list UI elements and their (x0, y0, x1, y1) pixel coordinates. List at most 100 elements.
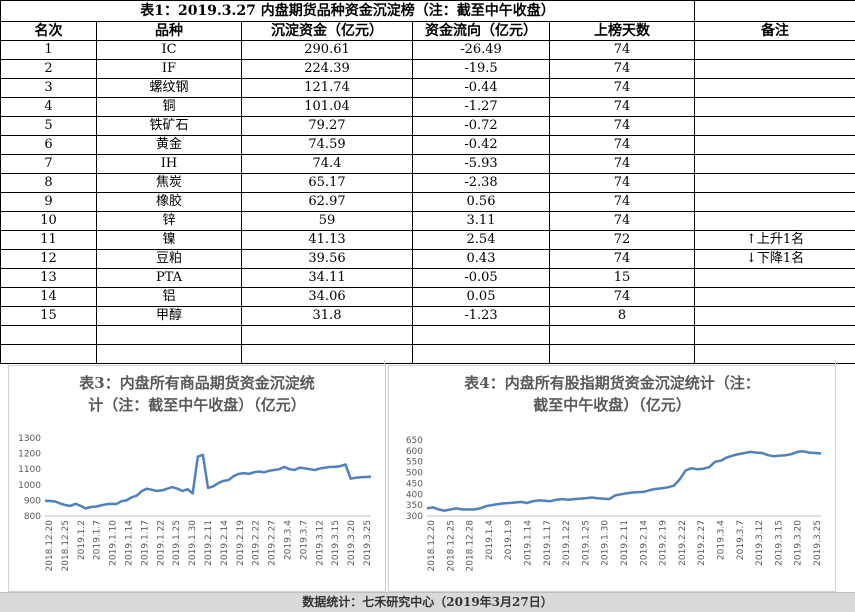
empty-cell (695, 326, 855, 345)
days-cell: 74 (550, 288, 695, 307)
variety-cell: IF (97, 60, 242, 79)
x-tick-label: 2019.3.20 (794, 520, 804, 566)
empty-cell (1, 345, 97, 364)
x-tick-label: 2019.2.22 (678, 520, 688, 566)
x-tick-label: 2019.2.27 (697, 520, 707, 566)
flow-cell: -26.49 (413, 41, 550, 60)
amount-cell: 290.61 (242, 41, 413, 60)
rank-cell: 15 (1, 307, 97, 326)
header-flow: 资金流向（亿元） (413, 22, 550, 41)
x-tick-label: 2019.2.19 (236, 520, 246, 566)
y-tick-label: 600 (406, 447, 423, 457)
days-cell: 74 (550, 174, 695, 193)
x-tick-label: 2019.3.7 (299, 520, 309, 560)
x-tick-label: 2019.2.27 (268, 520, 278, 566)
variety-cell: 黄金 (97, 136, 242, 155)
rank-cell: 14 (1, 288, 97, 307)
amount-cell: 101.04 (242, 98, 413, 117)
variety-cell: 铁矿石 (97, 117, 242, 136)
rank-cell: 2 (1, 60, 97, 79)
x-tick-label: 2018.12.20 (427, 520, 437, 572)
flow-cell: -1.27 (413, 98, 550, 117)
days-cell: 74 (550, 193, 695, 212)
note-cell (695, 117, 855, 136)
rank-cell: 6 (1, 136, 97, 155)
flow-cell: -5.93 (413, 155, 550, 174)
x-tick-label: 2019.1.25 (172, 520, 182, 566)
amount-cell: 74.4 (242, 155, 413, 174)
variety-cell: IH (97, 155, 242, 174)
x-tick-label: 2019.2.14 (220, 520, 230, 566)
ranking-table: 表1：2019.3.27 内盘期货品种资金沉淀榜（注：截至中午收盘） 名次 品种… (0, 0, 855, 364)
series-line (45, 455, 371, 509)
y-tick-label: 500 (406, 469, 423, 479)
days-cell: 74 (550, 98, 695, 117)
days-cell: 74 (550, 60, 695, 79)
note-cell (695, 60, 855, 79)
rank-cell: 4 (1, 98, 97, 117)
note-cell (695, 212, 855, 231)
variety-cell: 焦炭 (97, 174, 242, 193)
days-cell: 8 (550, 307, 695, 326)
table-title: 表1：2019.3.27 内盘期货品种资金沉淀榜（注：截至中午收盘） (1, 1, 695, 22)
amount-cell: 41.13 (242, 231, 413, 250)
flow-cell: -2.38 (413, 174, 550, 193)
amount-cell: 31.8 (242, 307, 413, 326)
variety-cell: 铝 (97, 288, 242, 307)
x-tick-label: 2019.2.22 (252, 520, 262, 566)
variety-cell: IC (97, 41, 242, 60)
note-cell (695, 155, 855, 174)
y-tick-label: 550 (406, 458, 423, 468)
x-tick-label: 2019.2.11 (204, 520, 214, 566)
x-tick-label: 2018.12.28 (466, 520, 476, 572)
x-tick-label: 2019.1.22 (562, 520, 572, 566)
flow-cell: -0.42 (413, 136, 550, 155)
x-tick-label: 2019.1.9 (504, 520, 514, 560)
variety-cell: PTA (97, 269, 242, 288)
x-tick-label: 2019.1.30 (601, 520, 611, 566)
y-tick-label: 1200 (18, 450, 41, 460)
empty-cell (550, 345, 695, 364)
x-tick-label: 2018.12.25 (446, 520, 456, 572)
flow-cell: 0.43 (413, 250, 550, 269)
days-cell: 74 (550, 41, 695, 60)
x-tick-label: 2019.1.4 (485, 520, 495, 560)
empty-cell (242, 326, 413, 345)
y-tick-label: 400 (406, 490, 423, 500)
flow-cell: 2.54 (413, 231, 550, 250)
empty-cell (1, 326, 97, 345)
variety-cell: 铜 (97, 98, 242, 117)
x-tick-label: 2019.1.14 (125, 520, 135, 566)
x-tick-label: 2019.3.25 (813, 520, 823, 566)
note-cell (695, 98, 855, 117)
x-tick-label: 2019.1.17 (543, 520, 553, 566)
x-tick-label: 2019.3.12 (315, 520, 325, 566)
y-tick-label: 650 (406, 436, 423, 446)
variety-cell: 镍 (97, 231, 242, 250)
note-cell (695, 136, 855, 155)
amount-cell: 39.56 (242, 250, 413, 269)
x-tick-label: 2019.2.11 (620, 520, 630, 566)
flow-cell: -1.23 (413, 307, 550, 326)
flow-cell: -0.72 (413, 117, 550, 136)
x-tick-label: 2019.1.2 (77, 520, 87, 560)
y-tick-label: 1100 (18, 465, 41, 475)
y-tick-label: 900 (24, 496, 41, 506)
note-cell (695, 79, 855, 98)
y-tick-label: 1000 (18, 481, 41, 491)
variety-cell: 橡胶 (97, 193, 242, 212)
y-tick-label: 350 (406, 501, 423, 511)
rank-cell: 1 (1, 41, 97, 60)
rank-cell: 7 (1, 155, 97, 174)
